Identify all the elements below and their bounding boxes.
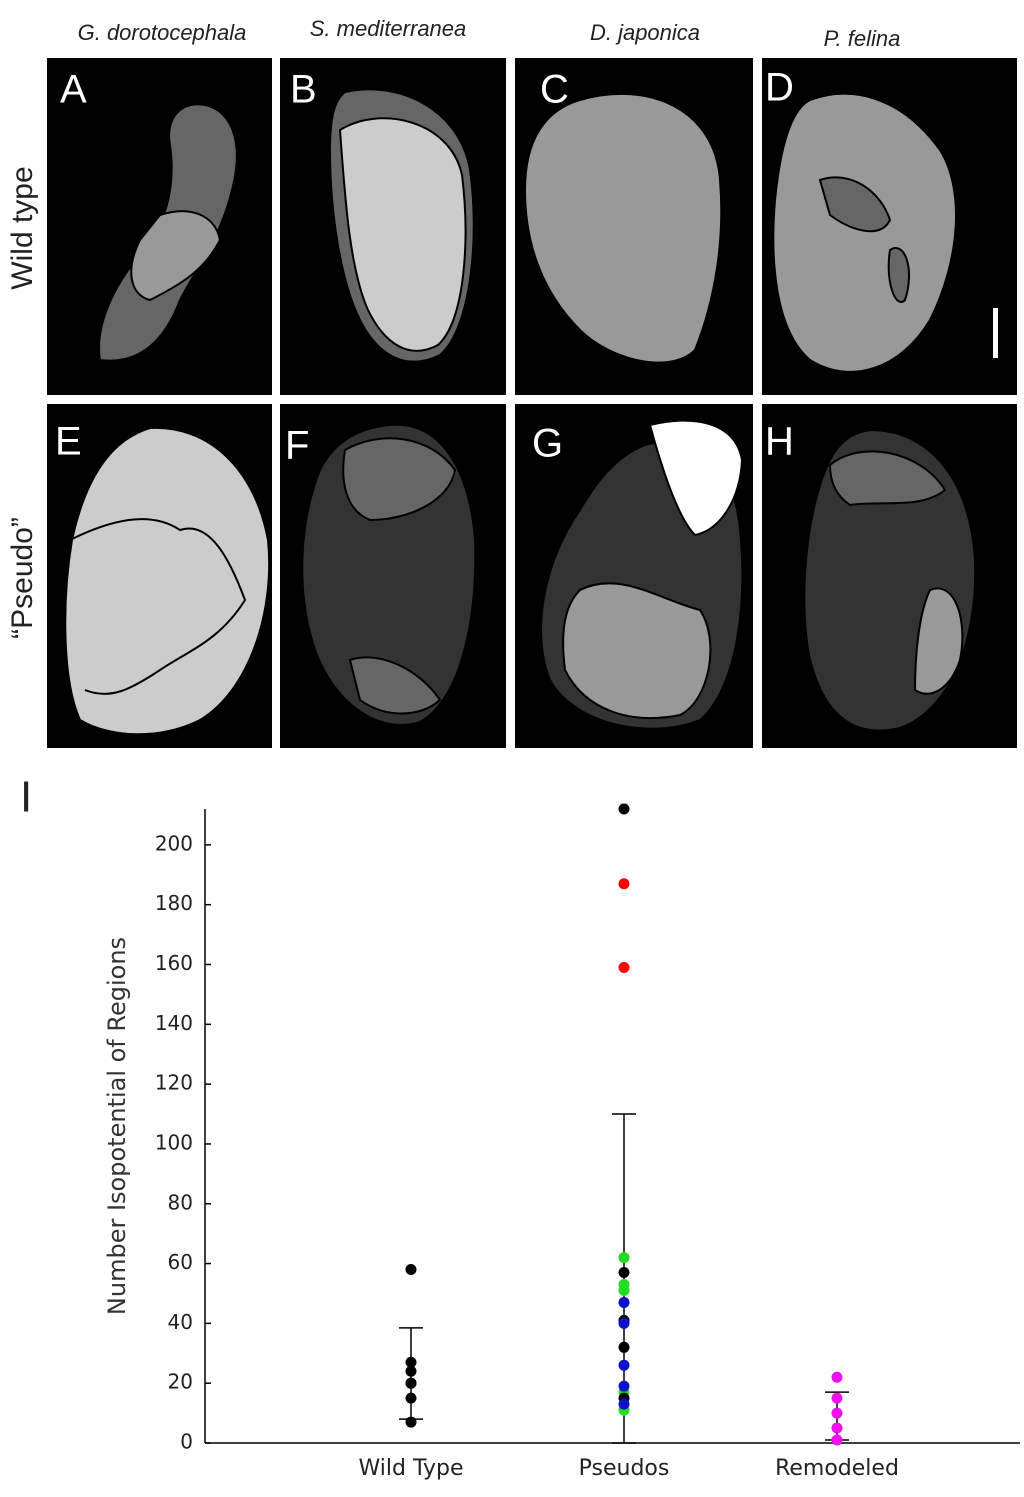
data-point	[618, 1317, 630, 1329]
y-tick-label: 100	[155, 1130, 193, 1154]
y-tick-label: 80	[168, 1190, 193, 1214]
y-tick-label: 160	[155, 951, 193, 975]
row-label: Wild type	[6, 166, 39, 289]
blob	[64, 426, 271, 736]
panel-label: H	[765, 420, 794, 464]
column-header: D. japonica	[590, 20, 700, 45]
y-tick-label: 60	[168, 1250, 193, 1274]
row-label: “Pseudo”	[6, 517, 39, 639]
data-point	[618, 1359, 630, 1371]
y-tick-label: 40	[168, 1310, 193, 1334]
y-tick-label: 140	[155, 1011, 193, 1035]
data-point	[831, 1371, 843, 1383]
data-point	[405, 1365, 417, 1377]
data-point	[831, 1392, 843, 1404]
data-point	[618, 878, 630, 890]
y-tick-label: 0	[180, 1430, 193, 1454]
data-point	[405, 1416, 417, 1428]
panel-label: G	[532, 422, 563, 466]
column-header: S. mediterranea	[310, 16, 467, 41]
data-point	[618, 1284, 630, 1296]
column-header: G. dorotocephala	[78, 20, 247, 45]
data-point	[618, 1267, 630, 1279]
data-point	[618, 803, 630, 815]
y-tick-label: 20	[168, 1370, 193, 1394]
data-point	[618, 1296, 630, 1308]
data-point	[831, 1422, 843, 1434]
blob	[338, 117, 467, 352]
data-point	[405, 1264, 417, 1276]
blob	[130, 210, 222, 302]
panel-label: D	[765, 66, 794, 110]
blob	[342, 437, 457, 522]
data-point	[618, 1398, 630, 1410]
blob	[348, 656, 442, 715]
panel-label: E	[55, 420, 82, 464]
panel-label: A	[60, 68, 87, 112]
y-tick-label: 180	[155, 891, 193, 915]
data-point	[618, 962, 630, 973]
blob	[562, 582, 712, 719]
blob	[648, 419, 744, 537]
x-tick-label: Wild Type	[359, 1456, 464, 1481]
panel-label: F	[285, 424, 309, 468]
blob	[523, 92, 723, 364]
data-point	[618, 1341, 630, 1353]
contour	[69, 518, 247, 695]
panel-label: B	[290, 68, 317, 112]
blob	[772, 92, 958, 373]
data-point	[405, 1356, 417, 1368]
image-panels	[47, 58, 1017, 748]
data-point	[618, 1252, 630, 1264]
y-axis-label: Number Isopotential of Regions	[103, 937, 131, 1315]
blob	[828, 450, 947, 507]
column-header: P. felina	[824, 26, 901, 51]
blob	[913, 587, 964, 695]
scale-bar	[993, 308, 998, 358]
x-tick-label: Remodeled	[775, 1456, 899, 1481]
data-point	[618, 1380, 630, 1392]
y-tick-label: 120	[155, 1071, 193, 1095]
data-point	[405, 1377, 417, 1389]
data-point	[405, 1392, 417, 1404]
blob	[818, 176, 911, 303]
y-tick-label: 200	[155, 831, 193, 855]
x-tick-label: Pseudos	[579, 1456, 670, 1481]
data-point	[831, 1434, 843, 1446]
panel-label: I	[20, 773, 32, 822]
panel-label: C	[540, 68, 569, 112]
data-point	[831, 1407, 843, 1419]
